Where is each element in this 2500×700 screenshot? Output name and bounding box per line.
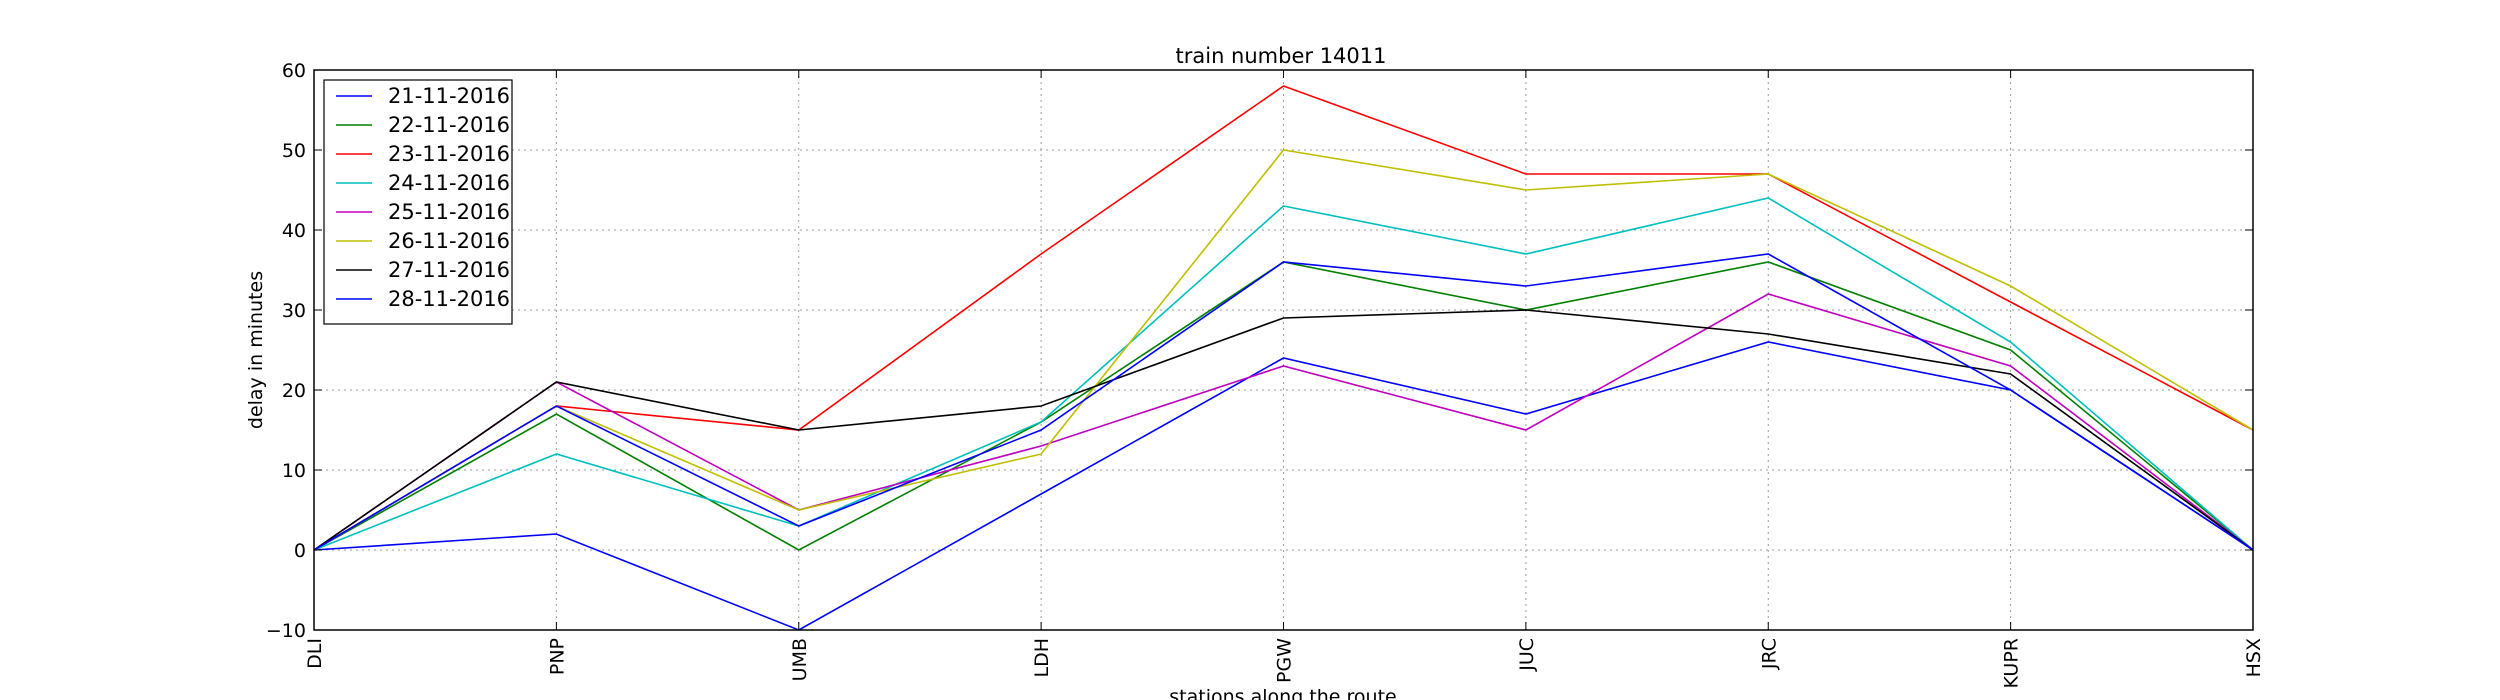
y-tick-label: −10 xyxy=(266,620,306,642)
x-tick-label: JUC xyxy=(1516,638,1538,672)
y-tick-label: 50 xyxy=(282,140,306,162)
legend-box xyxy=(323,79,513,325)
legend: 21-11-2016 22-11-2016 23-11-2016 24-11-2016… xyxy=(323,79,513,325)
y-axis-ticks: −10 0 10 20 30 40 50 60 xyxy=(266,60,2253,642)
series-line-27-11-2016 xyxy=(313,309,2254,551)
legend-label: 23-11-2016 xyxy=(388,142,510,166)
legend-label: 26-11-2016 xyxy=(388,229,510,253)
legend-label: 21-11-2016 xyxy=(388,84,510,108)
x-tick-label: PGW xyxy=(1274,638,1296,683)
chart-title: train number 14011 xyxy=(1176,44,1387,68)
grid xyxy=(313,69,2254,631)
x-tick-label: UMB xyxy=(789,638,811,681)
legend-label: 22-11-2016 xyxy=(388,113,510,137)
x-axis-ticks: DLI PNP UMB LDH PGW JUC JRC KUPR HSX xyxy=(304,70,2265,689)
x-tick-label: DLI xyxy=(304,638,326,669)
series-line-24-11-2016 xyxy=(313,197,2254,551)
x-tick-label: LDH xyxy=(1031,638,1053,678)
y-tick-label: 10 xyxy=(282,460,306,482)
x-tick-label: PNP xyxy=(546,638,568,675)
series-lines xyxy=(313,85,2254,631)
x-tick-label: JRC xyxy=(1758,638,1780,670)
y-axis-label: delay in minutes xyxy=(245,271,267,429)
legend-label: 24-11-2016 xyxy=(388,171,510,195)
x-axis-label: stations along the route xyxy=(1169,686,1396,700)
y-tick-label: 60 xyxy=(282,60,306,82)
y-tick-label: 20 xyxy=(282,380,306,402)
y-tick-label: 0 xyxy=(294,540,306,562)
legend-label: 28-11-2016 xyxy=(388,287,510,311)
legend-label: 25-11-2016 xyxy=(388,200,510,224)
y-tick-label: 40 xyxy=(282,220,306,242)
series-line-28-11-2016 xyxy=(313,253,2254,551)
series-line-26-11-2016 xyxy=(313,149,2254,551)
series-line-25-11-2016 xyxy=(313,293,2254,551)
series-line-23-11-2016 xyxy=(313,85,2254,551)
y-tick-label: 30 xyxy=(282,300,306,322)
legend-label: 27-11-2016 xyxy=(388,258,510,282)
x-tick-label: HSX xyxy=(2243,638,2265,677)
series-line-21-11-2016 xyxy=(313,341,2254,631)
x-tick-label: KUPR xyxy=(2001,638,2023,689)
